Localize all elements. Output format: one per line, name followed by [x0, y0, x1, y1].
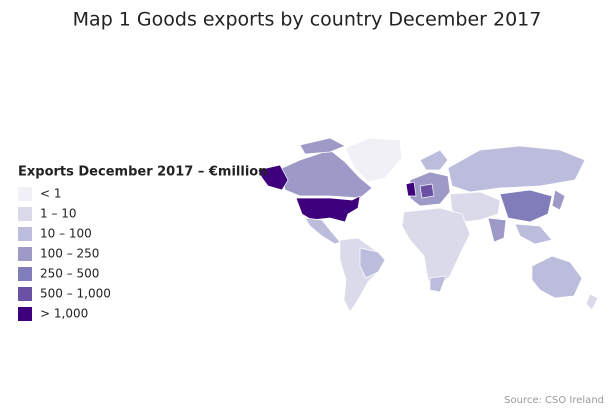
legend-label: 250 – 500 [40, 267, 99, 281]
legend-swatch [18, 187, 32, 201]
country [487, 217, 507, 243]
country [429, 275, 447, 293]
legend-swatch [18, 267, 32, 281]
legend-swatch [18, 287, 32, 301]
legend-label: < 1 [40, 187, 62, 201]
legend-label: > 1,000 [40, 307, 88, 321]
legend-swatch [18, 207, 32, 221]
legend-label: 10 – 100 [40, 227, 92, 241]
country [585, 293, 599, 311]
map-title: Map 1 Goods exports by country December … [73, 9, 542, 31]
legend-label: 100 – 250 [40, 247, 99, 261]
country [299, 137, 346, 155]
country [551, 189, 566, 211]
world-map [257, 137, 599, 313]
country [499, 189, 553, 223]
country [419, 183, 435, 199]
legend-swatch [18, 227, 32, 241]
country [304, 217, 341, 245]
country [295, 195, 361, 223]
country [514, 223, 553, 245]
country [447, 145, 586, 193]
country [531, 255, 583, 299]
legend-label: 500 – 1,000 [40, 287, 111, 301]
country [344, 137, 403, 183]
legend-swatch [18, 307, 32, 321]
country [257, 164, 289, 191]
country [419, 149, 449, 171]
legend-label: 1 – 10 [40, 207, 77, 221]
legend-title: Exports December 2017 – €million [18, 165, 267, 180]
source: Source: CSO Ireland [504, 395, 604, 406]
legend: < 1 1 – 10 10 – 100 100 – 250 250 – 500 500 –… [18, 187, 111, 321]
country [405, 181, 417, 197]
country [359, 247, 386, 279]
country [281, 149, 373, 199]
legend-swatch [18, 247, 32, 261]
